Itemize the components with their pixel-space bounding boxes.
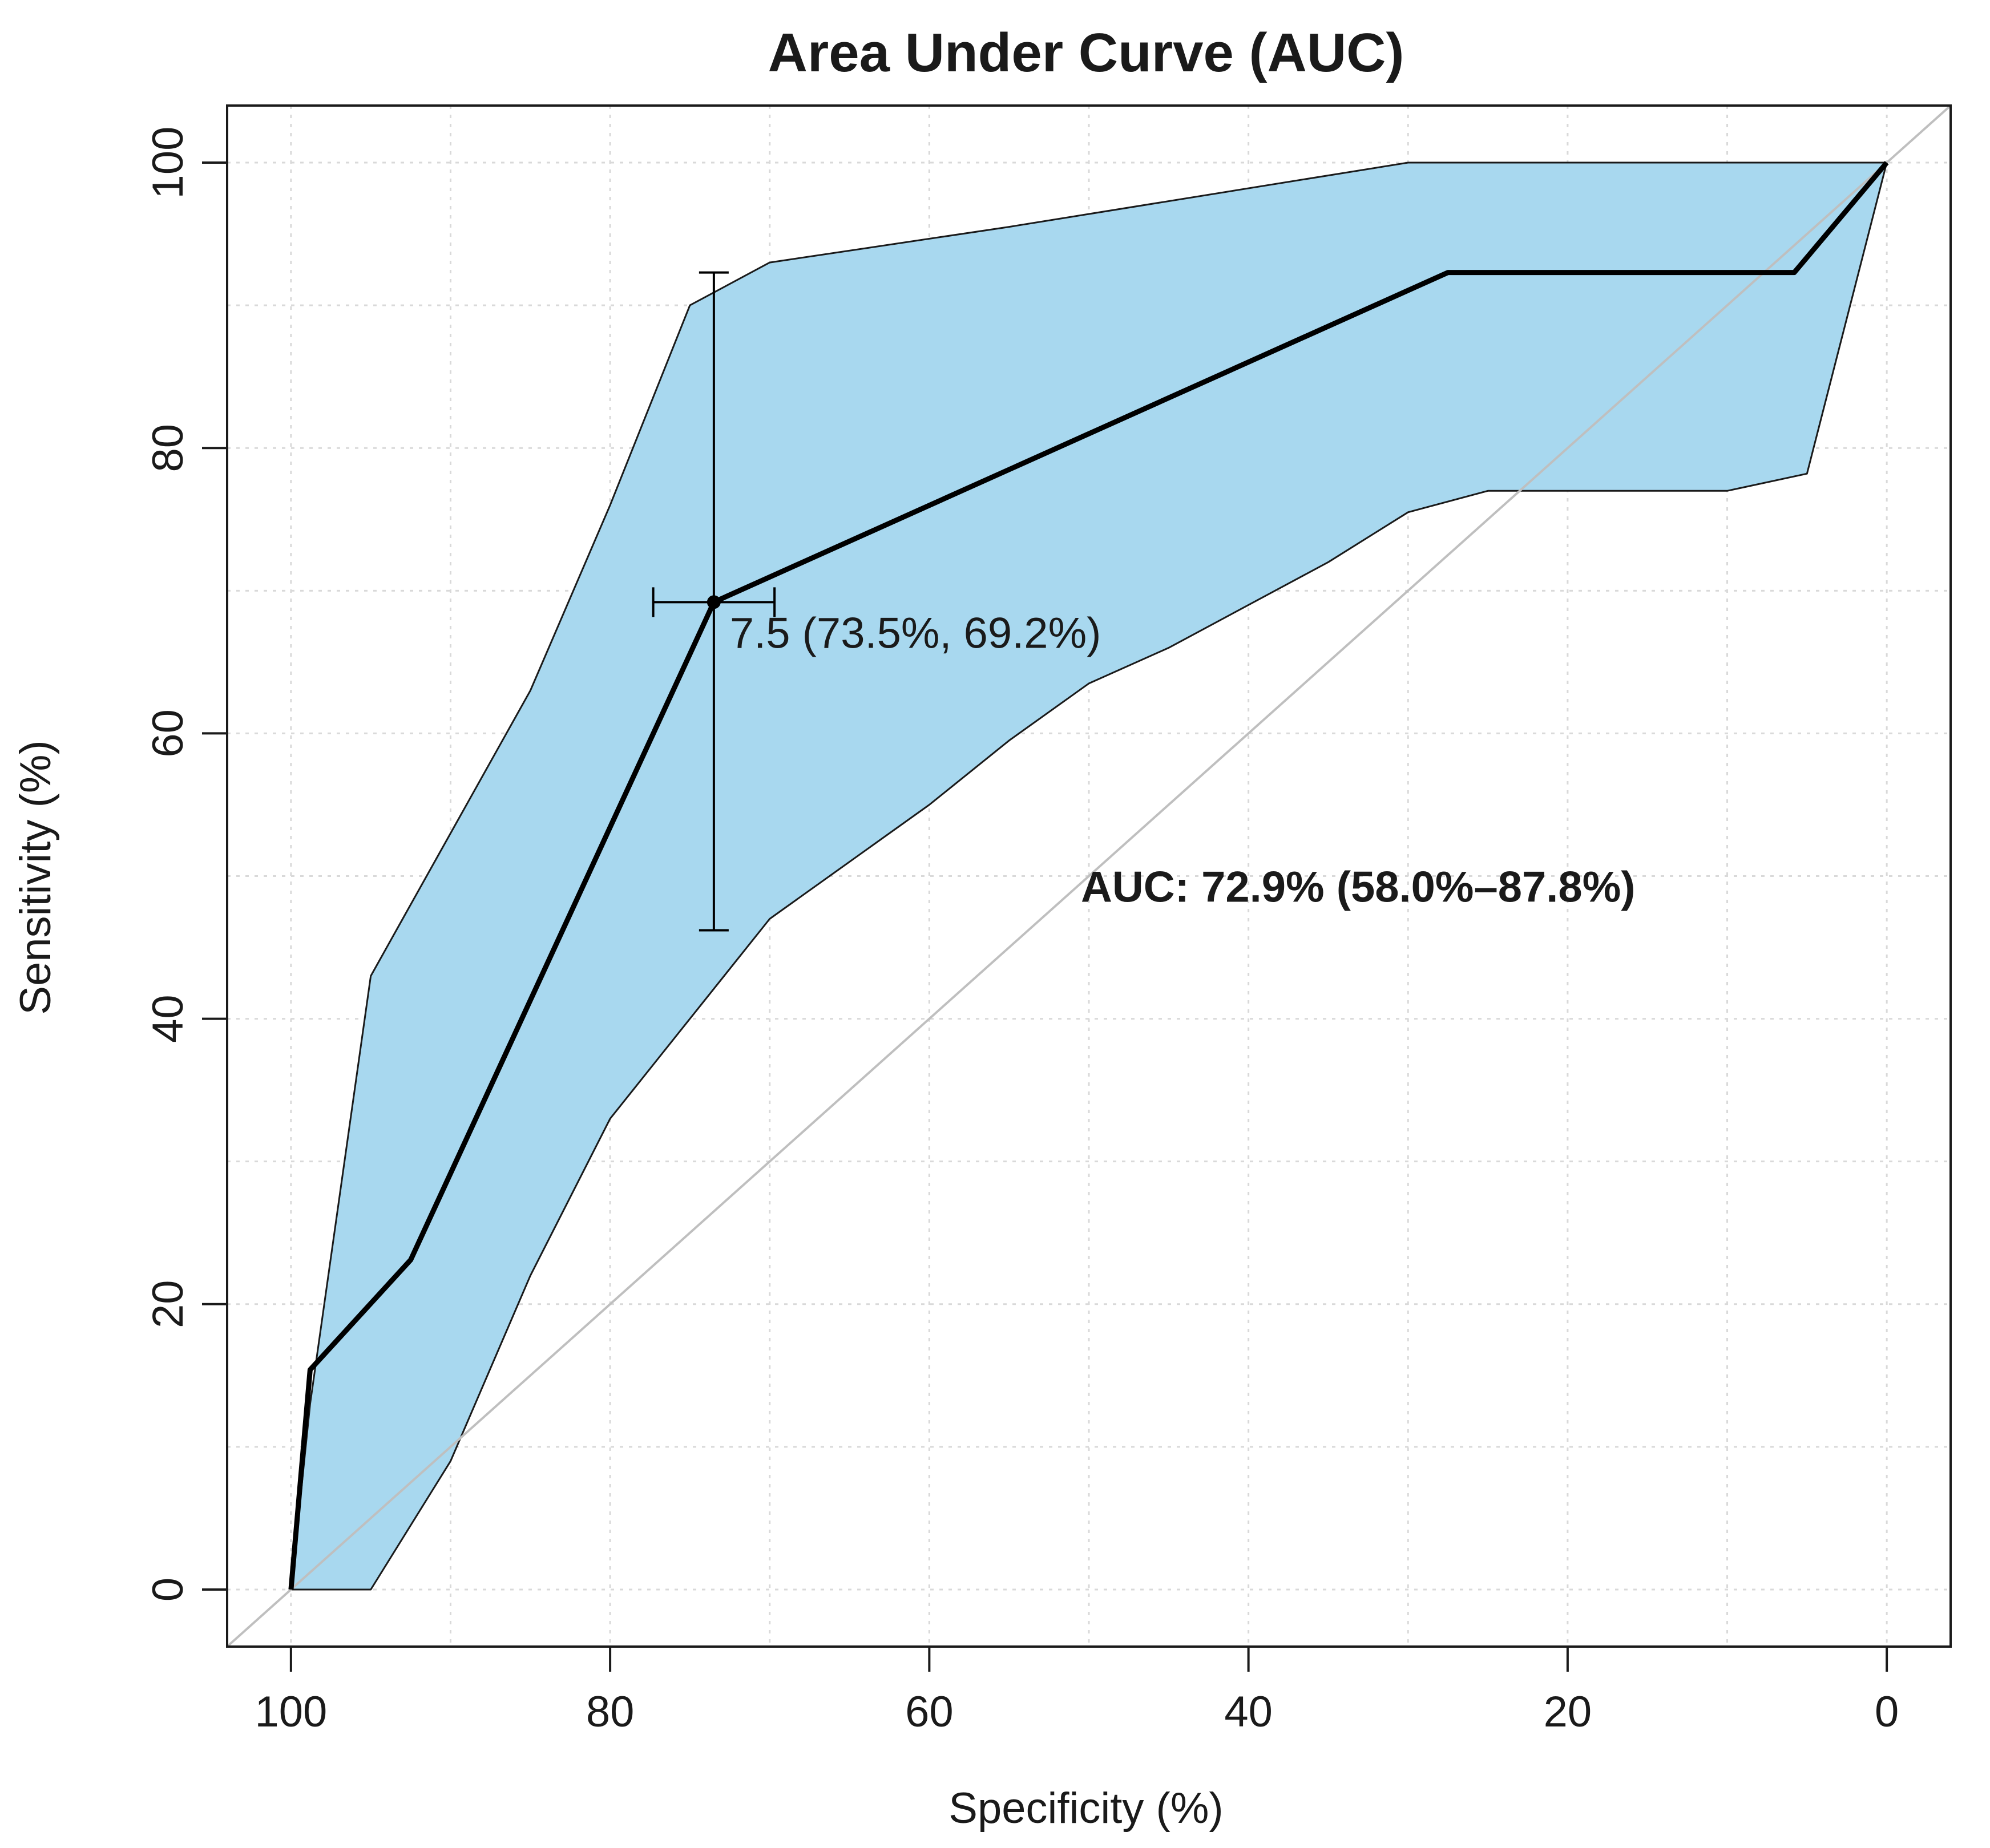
threshold-label: 7.5 (73.5%, 69.2%): [730, 609, 1101, 657]
x-tick-label: 100: [255, 1688, 327, 1736]
y-tick-label: 20: [144, 1280, 192, 1329]
y-tick-label: 60: [144, 709, 192, 758]
x-tick-label: 40: [1224, 1688, 1273, 1736]
y-tick-label: 100: [144, 127, 192, 199]
x-tick-label: 80: [586, 1688, 635, 1736]
y-tick-label: 80: [144, 424, 192, 472]
axes-layer: 100 80 60 40 20 0 0 20 40 60 80 100: [144, 104, 1952, 1736]
y-tick-label: 0: [144, 1578, 192, 1602]
x-tick-label: 20: [1544, 1688, 1592, 1736]
y-axis-title: Sensitivity (%): [11, 740, 60, 1014]
x-axis-title: Specificity (%): [948, 1784, 1223, 1833]
x-tick-label: 60: [905, 1688, 954, 1736]
confidence-band: [290, 161, 1888, 1591]
threshold-point: [707, 595, 721, 609]
threshold-point-layer: [652, 271, 776, 932]
annotation-layer: 7.5 (73.5%, 69.2%) AUC: 72.9% (58.0%–87.8…: [730, 609, 1636, 911]
reference-diagonal-layer: [226, 104, 1952, 1648]
x-tick-label: 0: [1875, 1688, 1899, 1736]
chart-title: Area Under Curve (AUC): [768, 22, 1404, 83]
auc-label: AUC: 72.9% (58.0%–87.8%): [1081, 863, 1636, 912]
y-tick-label: 40: [144, 994, 192, 1043]
plot-frame: [226, 104, 1952, 1648]
reference-diagonal: [226, 104, 1952, 1648]
confidence-band-layer: [290, 161, 1888, 1591]
